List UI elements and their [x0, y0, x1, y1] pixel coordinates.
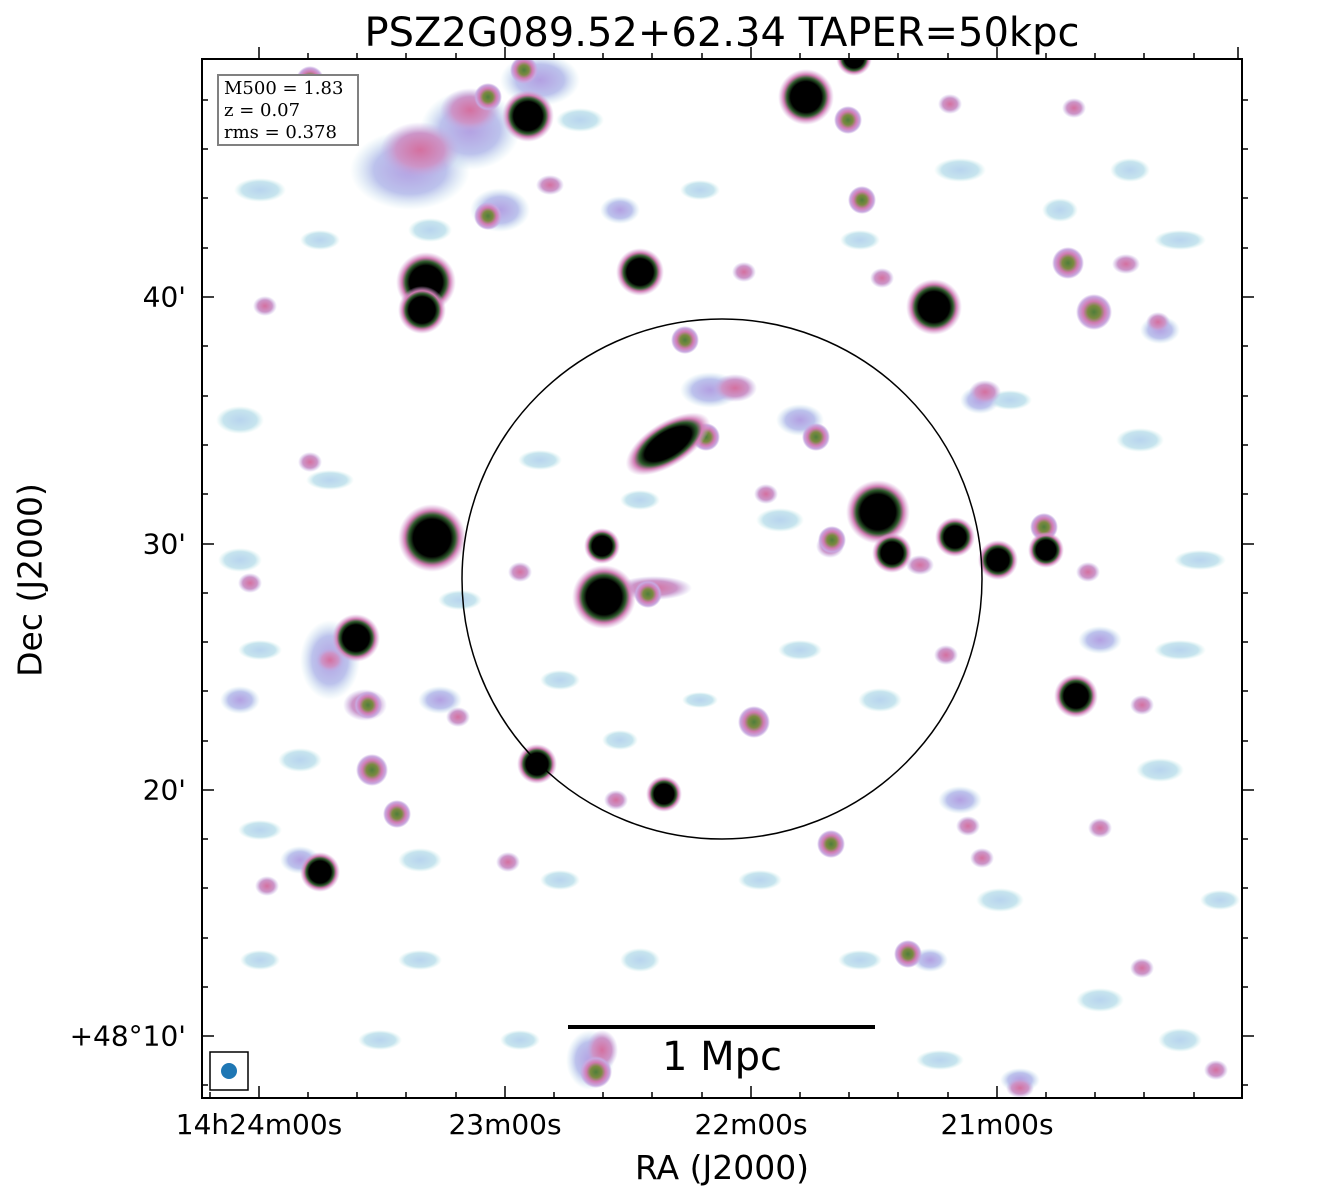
y-tick-label: +48°10' — [69, 1019, 186, 1053]
scale-bar-label: 1 Mpc — [661, 1034, 783, 1080]
x-tick-label: 21m00s — [940, 1108, 1054, 1141]
info-m500: M500 = 1.83 — [224, 78, 344, 99]
faint-noise — [216, 108, 1240, 1070]
x-tick-label: 22m00s — [694, 1108, 808, 1141]
compact-sources — [296, 59, 1112, 1088]
beam-ellipse — [221, 1063, 237, 1079]
y-tick-label: 40' — [142, 280, 186, 314]
r500-circle — [461, 318, 983, 840]
y-tick-label: 20' — [142, 773, 186, 807]
y-tick-label: 30' — [142, 527, 186, 561]
info-redshift: z = 0.07 — [224, 100, 301, 121]
bright-sources — [300, 59, 1098, 892]
y-axis-label: Dec (J2000) — [10, 483, 50, 677]
ticks — [202, 47, 1254, 1098]
figure-title: PSZ2G089.52+62.34 TAPER=50kpc — [364, 10, 1080, 56]
plot-area — [202, 59, 1242, 1098]
x-axis-label: RA (J2000) — [634, 1148, 810, 1187]
info-box: M500 = 1.83 z = 0.07 rms = 0.378 — [217, 74, 359, 146]
info-rms: rms = 0.378 — [224, 122, 337, 143]
axes-frame — [201, 58, 1243, 1099]
emission-layer — [216, 59, 1240, 1098]
x-tick-label: 14h24m00s — [175, 1108, 343, 1141]
x-tick-label: 23m00s — [448, 1108, 562, 1141]
